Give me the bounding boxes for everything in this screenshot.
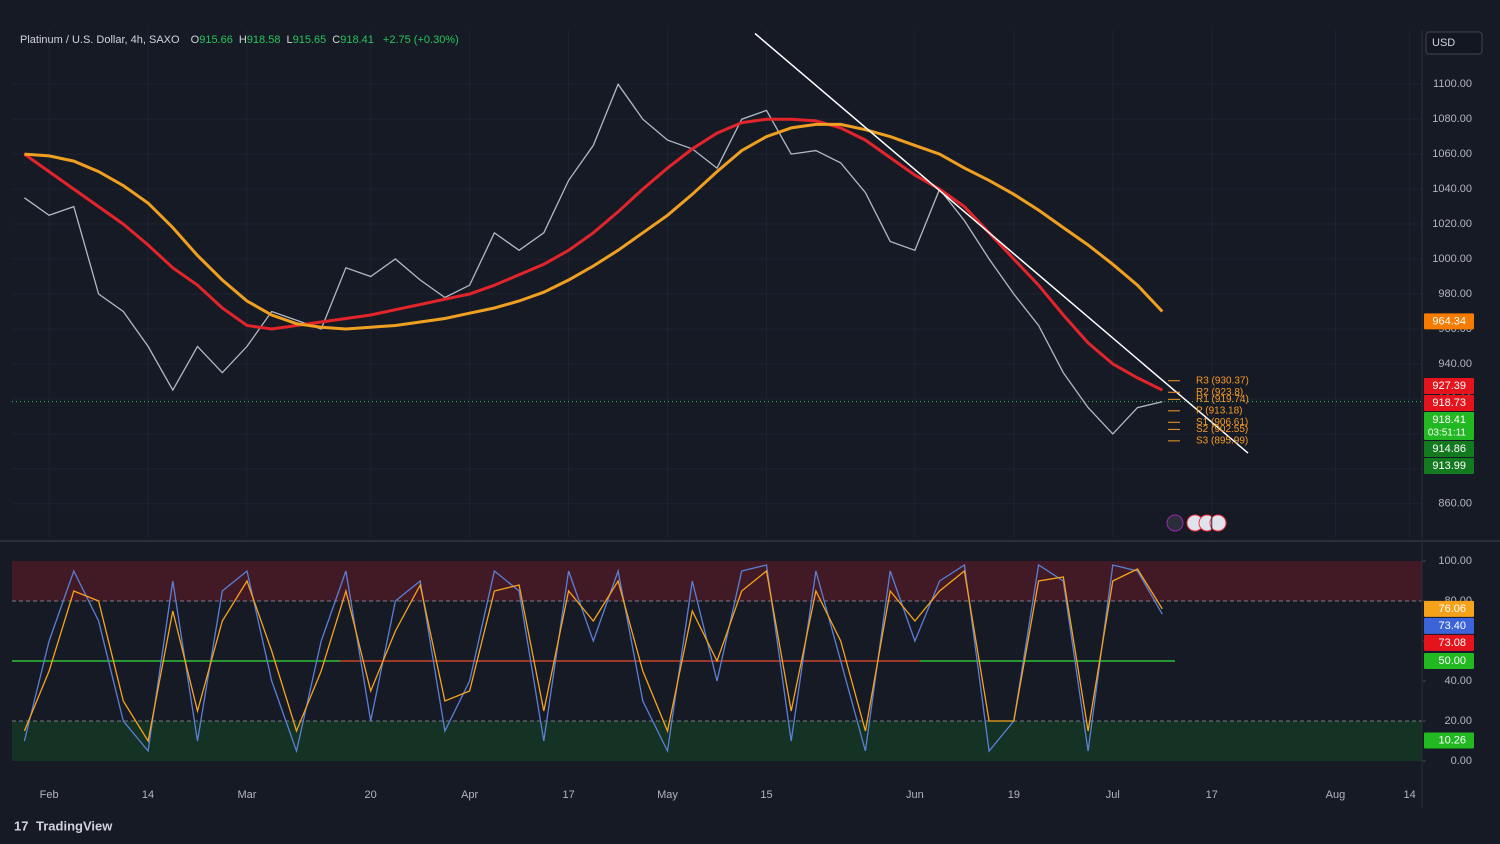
y-tick-label: 860.00 (1438, 498, 1472, 510)
header: Platinum / U.S. Dollar, 4h, SAXO O915.66… (20, 34, 465, 46)
overbought-zone (12, 561, 1422, 601)
x-tick-label: May (657, 789, 678, 801)
y-tick-label: 1040.00 (1432, 183, 1472, 195)
symbol: Platinum / U.S. Dollar, 4h, SAXO (20, 34, 180, 46)
change: +2.75 (+0.30%) (382, 34, 459, 46)
trendline (754, 32, 1249, 454)
series-line (24, 122, 1164, 331)
ohlc-value: 915.66 (199, 34, 233, 46)
currency[interactable]: USD (1432, 37, 1455, 49)
ohlc-label: H (238, 34, 247, 46)
ohlc: O915.66 H918.58 L915.65 C918.41 (191, 34, 380, 46)
price-badge-label: 76.06 (1438, 603, 1466, 615)
series-line (24, 82, 1163, 435)
price-badge-label: 73.08 (1438, 637, 1466, 649)
y-tick-label: 20.00 (1444, 715, 1472, 727)
price-badge (1424, 440, 1474, 457)
series-line (23, 568, 1163, 743)
branding: TradingView (36, 818, 113, 833)
y-tick-label: 980.00 (1438, 288, 1472, 300)
y-tick-label: 40.00 (1444, 675, 1472, 687)
series-line (23, 117, 1163, 392)
y-tick-label: 1080.00 (1432, 113, 1472, 125)
x-tick-label: Aug (1326, 789, 1346, 801)
price-badge-label: 73.40 (1438, 620, 1466, 632)
oversold-zone (12, 721, 1422, 761)
pivot-label: R1 (919.74) (1196, 394, 1249, 405)
x-tick-label: Apr (461, 789, 478, 801)
pivot-label: P (913.18) (1196, 405, 1243, 416)
series-line (23, 563, 1163, 754)
price-badge-label: 918.41 (1432, 414, 1466, 426)
icon[interactable] (1166, 514, 1184, 532)
currency-box[interactable] (1425, 31, 1483, 55)
price-badge (1424, 377, 1474, 394)
ohlc-label: C (332, 34, 341, 46)
icon[interactable] (1209, 514, 1227, 532)
y-tick-label: 1060.00 (1432, 148, 1472, 160)
price-badge (1424, 600, 1474, 617)
pivot-label: S3 (895.99) (1196, 436, 1248, 447)
x-tick-label: Jul (1106, 789, 1120, 801)
x-tick-label: 17 (1206, 789, 1218, 801)
price-badge (1424, 653, 1474, 669)
x-tick-label: 14 (142, 789, 154, 801)
price-badge (1424, 411, 1474, 440)
x-tick-label: Jun (906, 789, 924, 801)
price-badge-label: 914.86 (1432, 443, 1466, 455)
pivot-label: S1 (906.61) (1196, 417, 1248, 428)
x-tick-label: Mar (238, 789, 257, 801)
pivot-label: S2 (902.55) (1196, 424, 1248, 435)
price-badge (1424, 732, 1474, 749)
x-tick-label: Feb (40, 789, 59, 801)
price-badge (1424, 617, 1474, 634)
price-badge (1424, 634, 1474, 651)
countdown: 03:51:11 (1428, 428, 1467, 439)
ohlc-label: L (286, 34, 293, 46)
price-badge-label: 964.34 (1432, 315, 1466, 327)
x-tick-label: 19 (1008, 789, 1020, 801)
y-tick-label: 1100.00 (1433, 78, 1472, 90)
price-badge (1424, 313, 1474, 330)
price-badge-label: 927.39 (1432, 380, 1466, 392)
y-tick-label: 0.00 (1451, 755, 1472, 767)
pivot-label: R3 (930.37) (1196, 375, 1249, 386)
ohlc-value: 918.41 (340, 34, 374, 46)
ohlc-value: 918.58 (246, 34, 281, 46)
pivot-label: R2 (923.8) (1196, 387, 1243, 398)
y-tick-label: 1020.00 (1432, 218, 1472, 230)
price-badge (1424, 457, 1474, 474)
y-tick-label: 940.00 (1438, 358, 1472, 370)
x-tick-label: 14 (1404, 789, 1416, 801)
alert-icons[interactable] (1166, 514, 1227, 532)
logo: 17 (14, 818, 28, 833)
x-tick-label: 17 (562, 789, 574, 801)
price-badge-label: 10.26 (1438, 734, 1466, 746)
y-tick-label: 1000.00 (1432, 253, 1472, 265)
ohlc-label: O (190, 34, 200, 46)
ohlc-value: 915.65 (292, 34, 327, 46)
x-tick-label: 15 (760, 789, 772, 801)
x-tick-label: 20 (365, 789, 377, 801)
y-tick-label: 100.00 (1438, 555, 1472, 567)
price-badge (1424, 394, 1474, 411)
price-badge-label: 918.73 (1432, 397, 1466, 409)
price-badge-label: 50.00 (1438, 655, 1466, 667)
price-badge-label: 913.99 (1432, 460, 1466, 472)
